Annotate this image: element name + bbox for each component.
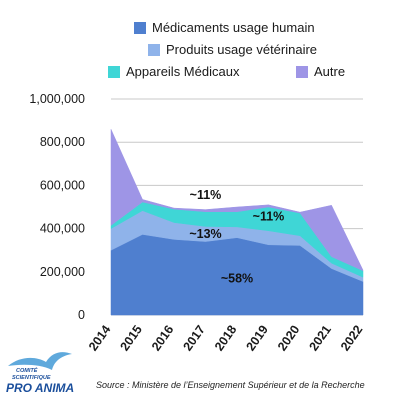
legend-swatch (134, 22, 146, 34)
legend: Médicaments usage humain Produits usage v… (108, 20, 345, 79)
bird-icon (8, 352, 72, 370)
logo-main: PRO ANIMA (6, 381, 74, 395)
x-axis-ticks: 2014 2015 2016 2017 2018 2019 2020 2021 2022 (86, 323, 365, 354)
legend-swatch (296, 66, 308, 78)
x-tick-label: 2020 (275, 323, 302, 354)
source-note: Source : Ministère de l’Enseignement Sup… (96, 380, 365, 390)
y-tick-label: 1,000,000 (29, 92, 85, 106)
legend-swatch (148, 44, 160, 56)
x-tick-label: 2022 (338, 323, 365, 354)
x-tick-label: 2014 (86, 323, 113, 354)
pro-anima-logo: COMITÉ SCIENTIFIQUE PRO ANIMA (6, 352, 74, 395)
y-tick-label: 600,000 (40, 178, 85, 192)
logo-line2: SCIENTIFIQUE (12, 375, 51, 381)
y-tick-label: 0 (78, 308, 85, 322)
annotations: ~11% ~11% ~13% ~58% (189, 188, 284, 285)
y-tick-label: 200,000 (40, 265, 85, 279)
annotation-label: ~13% (189, 227, 221, 241)
x-tick-label: 2015 (118, 323, 145, 354)
x-tick-label: 2017 (181, 323, 208, 354)
legend-label: Autre (314, 64, 345, 79)
x-tick-label: 2021 (307, 323, 334, 354)
x-tick-label: 2018 (212, 323, 239, 354)
legend-swatch (108, 66, 120, 78)
y-tick-label: 400,000 (40, 222, 85, 236)
legend-label: Médicaments usage humain (152, 20, 315, 35)
x-tick-label: 2019 (244, 323, 271, 354)
annotation-label: ~11% (190, 188, 222, 202)
y-tick-label: 800,000 (40, 135, 85, 149)
legend-label: Produits usage vétérinaire (166, 42, 317, 57)
logo-line1: COMITÉ (16, 366, 38, 374)
annotation-label: ~11% (253, 210, 285, 224)
legend-label: Appareils Médicaux (126, 64, 240, 79)
annotation-label: ~58% (221, 271, 253, 285)
stacked-areas (110, 128, 364, 316)
series-area (110, 128, 364, 271)
x-tick-label: 2016 (149, 323, 176, 354)
y-axis-ticks: 0 200,000 400,000 600,000 800,000 1,000,000 (29, 92, 85, 322)
